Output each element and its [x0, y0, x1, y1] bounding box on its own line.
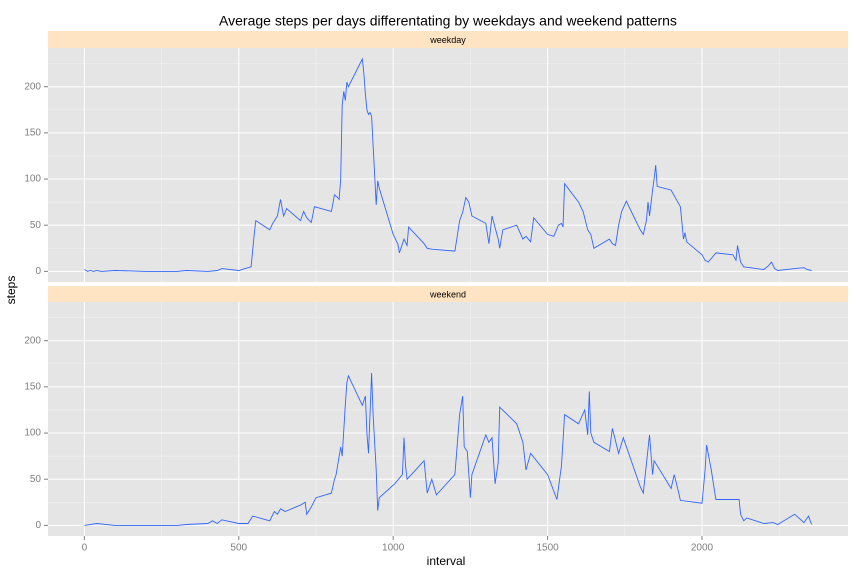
strip — [48, 286, 848, 302]
x-tick-label: 2000 — [691, 543, 714, 554]
x-tick-label: 500 — [230, 543, 247, 554]
y-tick-label: 150 — [24, 382, 41, 393]
panel-background — [48, 302, 848, 536]
y-tick-label: 50 — [30, 474, 42, 485]
y-tick-label: 50 — [30, 220, 42, 231]
y-tick-label: 100 — [24, 174, 41, 185]
y-tick-label: 100 — [24, 428, 41, 439]
data-line — [84, 372, 813, 526]
x-tick-label: 1000 — [382, 543, 405, 554]
y-tick-label: 150 — [24, 128, 41, 139]
strip-label: weekend — [429, 289, 466, 299]
x-tick-label: 0 — [82, 543, 88, 554]
y-tick-label: 200 — [24, 335, 41, 346]
x-tick-label: 1500 — [536, 543, 559, 554]
strip-label: weekday — [429, 35, 466, 45]
y-tick-label: 200 — [24, 81, 41, 92]
data-line — [84, 57, 812, 272]
x-axis-label: interval — [427, 554, 466, 568]
y-tick-label: 0 — [35, 266, 41, 277]
panel-background — [48, 48, 848, 282]
chart-title: Average steps per days differentating by… — [219, 13, 677, 29]
y-tick-label: 0 — [35, 520, 41, 531]
y-axis-label: steps — [4, 276, 18, 305]
strip — [48, 31, 848, 48]
